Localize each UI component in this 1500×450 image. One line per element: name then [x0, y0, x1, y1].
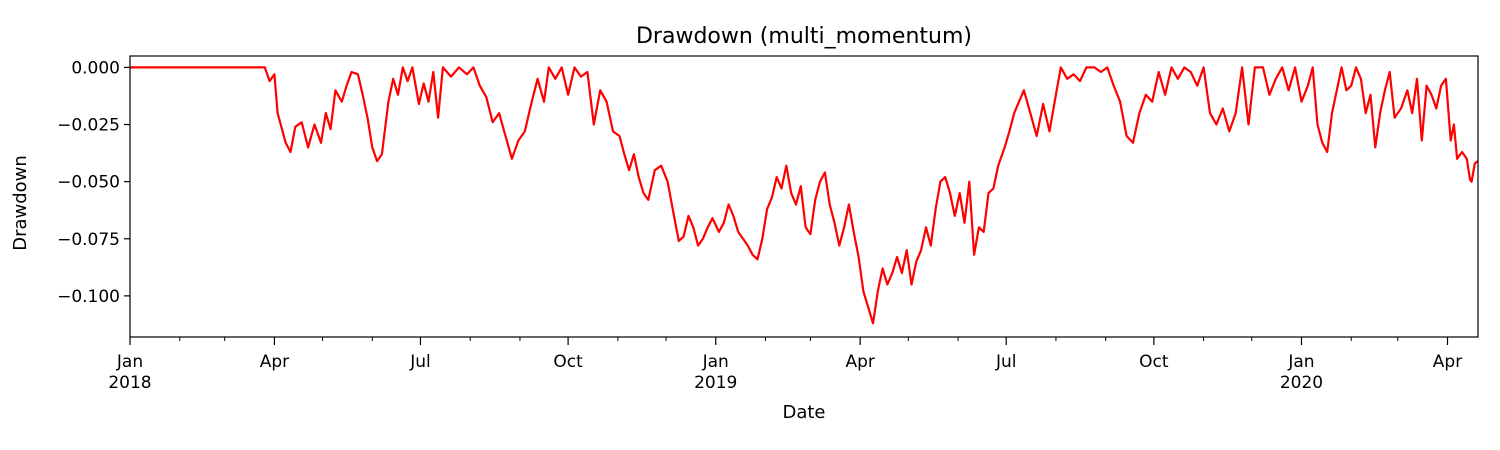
x-tick-label-9: Apr: [1433, 352, 1462, 372]
y-axis-ticks: 0.000 −0.025 −0.050 −0.075 −0.100: [57, 58, 130, 307]
y-axis-label: Drawdown: [10, 155, 31, 251]
y-tick-label-2: −0.050: [57, 173, 120, 193]
y-tick-label-1: −0.025: [57, 116, 120, 136]
x-tick-label-3: Oct: [553, 352, 583, 372]
y-tick-label-3: −0.075: [57, 230, 120, 250]
x-tick-label-2: Jul: [409, 352, 431, 372]
x-tick-year-4: 2019: [694, 373, 737, 393]
x-axis-label: Date: [782, 402, 825, 423]
x-tick-year-0: 2018: [108, 373, 151, 393]
x-tick-label-8: Jan: [1287, 352, 1314, 372]
plot-frame: [129, 55, 1479, 338]
chart-title: Drawdown (multi_momentum): [636, 24, 972, 49]
drawdown-series-line: [130, 66, 1479, 325]
x-tick-label-5: Apr: [845, 352, 874, 372]
x-tick-label-0: Jan: [116, 352, 143, 372]
x-tick-label-7: Oct: [1139, 352, 1169, 372]
x-tick-label-4: Jan: [702, 352, 729, 372]
x-axis-minor-ticks: [179, 337, 1399, 341]
x-tick-label-1: Apr: [260, 352, 289, 372]
y-tick-label-4: −0.100: [57, 287, 120, 307]
y-tick-label-0: 0.000: [71, 58, 120, 78]
x-tick-year-8: 2020: [1280, 373, 1323, 393]
x-tick-label-6: Jul: [995, 352, 1017, 372]
